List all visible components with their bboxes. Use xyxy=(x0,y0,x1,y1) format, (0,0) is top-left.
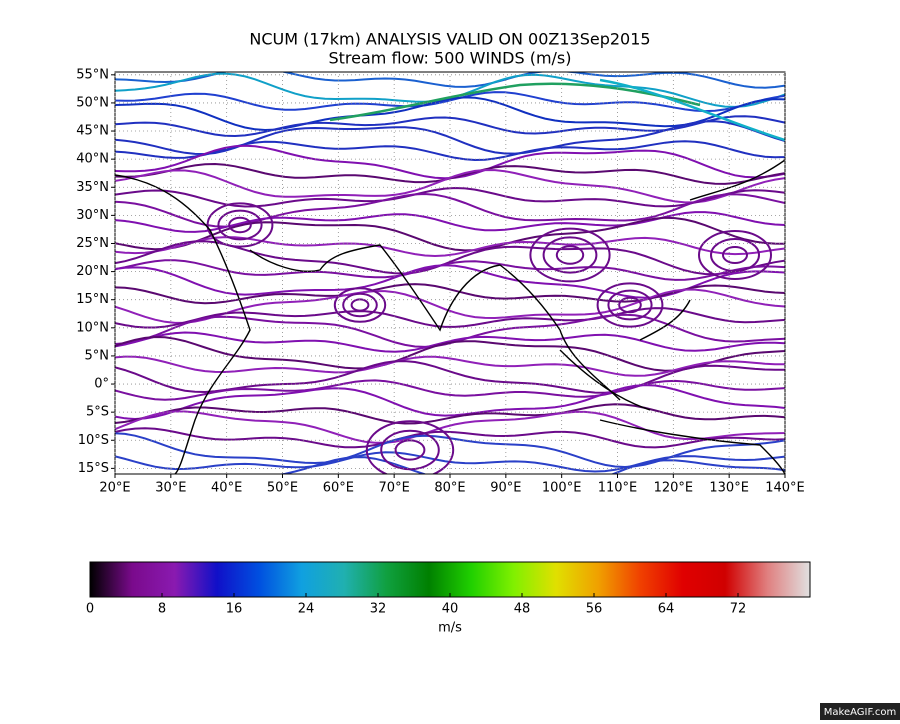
streamline xyxy=(329,82,701,122)
subtitle: Stream flow: 500 WINDS (m/s) xyxy=(328,49,571,68)
y-tick-label: 35°N xyxy=(76,180,109,195)
eddy xyxy=(529,227,611,283)
x-tick-label: 100°E xyxy=(542,481,582,496)
streamline xyxy=(115,379,785,401)
title: NCUM (17km) ANALYSIS VALID ON 00Z13Sep20… xyxy=(249,30,650,49)
streamline xyxy=(599,78,785,142)
x-tick-label: 30°E xyxy=(155,481,186,496)
y-tick-label: 10°S xyxy=(78,433,109,448)
eddy xyxy=(710,238,760,272)
y-tick-label: 45°N xyxy=(76,124,109,139)
colorbar-tick-label: 72 xyxy=(730,602,747,617)
eddy xyxy=(342,292,378,318)
x-tick-label: 120°E xyxy=(654,481,694,496)
eddy xyxy=(607,289,653,321)
coast-islands xyxy=(559,159,785,411)
y-tick-label: 15°S xyxy=(78,461,109,476)
x-tick-label: 70°E xyxy=(379,481,410,496)
colorbar-tick-label: 0 xyxy=(86,602,94,617)
coast-australia xyxy=(599,419,785,474)
eddy xyxy=(722,246,748,264)
x-tick-label: 40°E xyxy=(211,481,242,496)
y-tick-label: 55°N xyxy=(76,67,109,82)
streamline xyxy=(115,331,785,353)
streamline xyxy=(115,120,785,156)
colorbar-tick-label: 48 xyxy=(514,602,531,617)
axes: 55°N 50°N 45°N 40°N 35°N 30°N 25°N 20°N 15°N 10°N… xyxy=(76,67,805,495)
y-tick-label: 40°N xyxy=(76,152,109,167)
eddy xyxy=(206,202,274,248)
y-tick-label: 25°N xyxy=(76,236,109,251)
x-tick-label: 130°E xyxy=(709,481,749,496)
watermark-bg xyxy=(820,703,900,720)
y-tick-label: 5°S xyxy=(86,405,109,420)
streamline xyxy=(115,384,785,421)
streamline xyxy=(115,168,785,204)
y-tick-label: 10°N xyxy=(76,320,109,335)
x-tick-label: 50°E xyxy=(267,481,298,496)
x-tick-label: 80°E xyxy=(434,481,465,496)
x-tick-label: 90°E xyxy=(490,481,521,496)
streamline xyxy=(277,456,785,474)
coast-asia xyxy=(249,244,621,401)
eddy xyxy=(365,420,455,474)
y-tick-label: 15°N xyxy=(76,292,109,307)
eddy xyxy=(380,429,440,471)
streamline xyxy=(115,192,785,228)
y-tick-label: 50°N xyxy=(76,95,109,110)
y-tick-label: 0° xyxy=(94,377,109,392)
coastlines xyxy=(115,159,785,474)
eddy xyxy=(217,209,263,241)
eddy xyxy=(618,296,642,314)
colorbar-tick-label: 24 xyxy=(298,602,315,617)
eddy xyxy=(333,287,387,323)
colorbar xyxy=(89,561,811,598)
x-tick-label: 20°E xyxy=(99,481,130,496)
x-tick-label: 60°E xyxy=(323,481,354,496)
colorbar-tick-label: 32 xyxy=(370,602,387,617)
streamline xyxy=(115,211,785,233)
eddy xyxy=(698,230,772,280)
eddy xyxy=(394,439,426,461)
watermark: MakeAGIF.com xyxy=(824,707,896,718)
eddy xyxy=(542,236,598,274)
y-tick-label: 20°N xyxy=(76,264,109,279)
streamline xyxy=(115,355,785,377)
eddy xyxy=(555,245,585,265)
streamline xyxy=(115,403,785,425)
eddy xyxy=(596,282,664,328)
streamline xyxy=(115,307,785,329)
y-tick-label: 5°N xyxy=(85,348,110,363)
streamline xyxy=(115,259,785,281)
x-tick-label: 140°E xyxy=(765,481,805,496)
colorbar-tick-label: 64 xyxy=(658,602,675,617)
coast-africa xyxy=(115,174,251,474)
eddy xyxy=(228,216,252,234)
colorbar-tick-label: 40 xyxy=(442,602,459,617)
streamline xyxy=(115,115,785,138)
colorbar-tick-label: 56 xyxy=(586,602,603,617)
colorbar-tick-label: 8 xyxy=(158,602,166,617)
colorbar-tick-label: 16 xyxy=(226,602,243,617)
colorbar-label: m/s xyxy=(438,621,462,636)
y-tick-label: 30°N xyxy=(76,208,109,223)
streamline xyxy=(115,410,785,444)
x-tick-label: 110°E xyxy=(598,481,638,496)
